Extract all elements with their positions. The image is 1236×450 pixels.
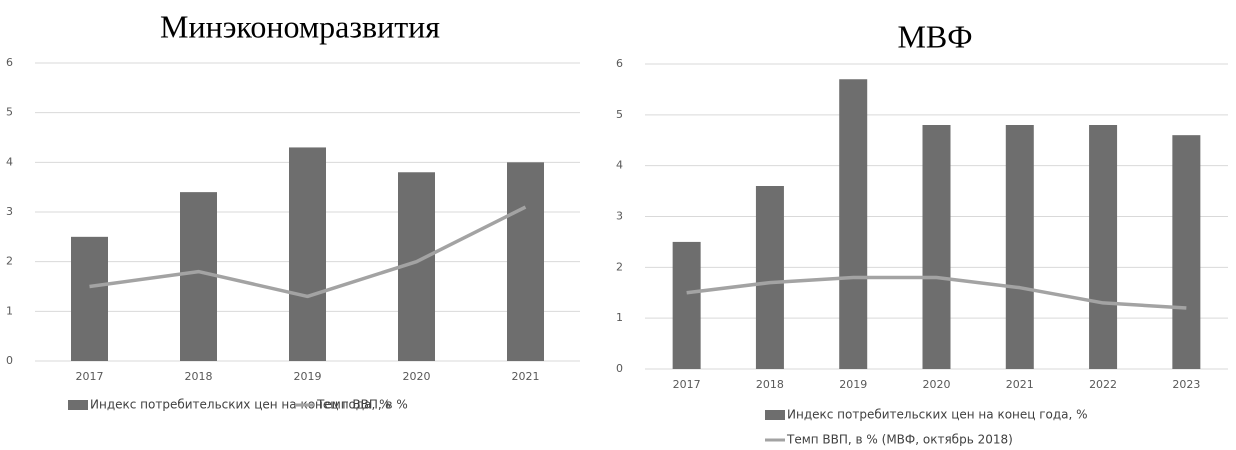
y-tick-label: 5 [616,108,623,121]
y-tick-label: 3 [6,205,13,218]
y-tick-label: 6 [6,56,13,69]
chart-title: Минэкономразвития [160,8,440,44]
legend-swatch [68,400,88,410]
bar [289,147,326,361]
x-tick-label: 2021 [512,370,540,383]
legend-label: Темп ВВП, в % (МВФ, октябрь 2018) [786,433,1013,447]
x-tick-label: 2018 [756,378,784,391]
y-tick-label: 4 [6,155,13,168]
x-tick-label: 2018 [185,370,213,383]
bar [507,162,544,361]
x-tick-label: 2020 [923,378,951,391]
bar [180,192,217,361]
bar [1089,125,1118,369]
legend-swatch [765,410,785,420]
bar [1172,135,1201,369]
y-tick-label: 4 [616,159,623,172]
bar [839,79,868,369]
legend-label: Темп ВВП, в % [316,398,408,412]
x-tick-label: 2019 [839,378,867,391]
x-tick-label: 2020 [403,370,431,383]
y-tick-label: 0 [616,362,623,375]
x-tick-label: 2023 [1172,378,1200,391]
x-tick-label: 2017 [673,378,701,391]
chart-title: МВФ [897,18,972,54]
y-tick-label: 5 [6,106,13,119]
x-tick-label: 2021 [1006,378,1034,391]
x-tick-label: 2017 [76,370,104,383]
y-tick-label: 2 [616,260,623,273]
legend-label: Индекс потребительских цен на конец года… [90,398,391,412]
bar [922,125,951,369]
bar [71,236,108,361]
y-tick-label: 6 [616,57,623,70]
x-tick-label: 2022 [1089,378,1117,391]
y-tick-label: 0 [6,354,13,367]
y-tick-label: 1 [6,304,13,317]
y-tick-label: 1 [616,311,623,324]
bar [755,186,784,369]
legend-label: Индекс потребительских цен на конец года… [787,408,1088,422]
x-tick-label: 2019 [294,370,322,383]
y-tick-label: 3 [616,210,623,223]
bar [672,241,701,369]
line [686,275,1187,310]
y-tick-label: 2 [6,255,13,268]
line [89,205,527,299]
bar [1005,125,1034,369]
